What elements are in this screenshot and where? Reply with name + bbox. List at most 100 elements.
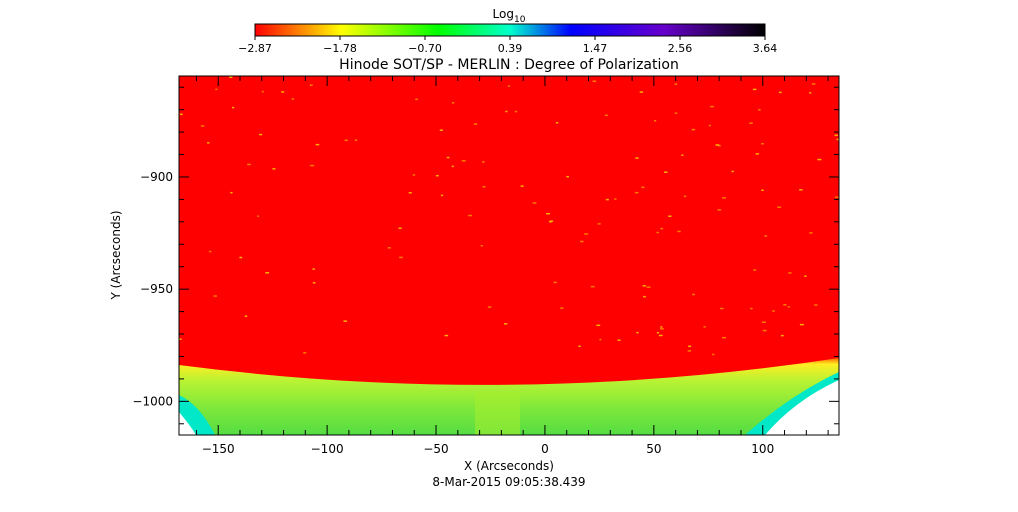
speckle [614,198,617,200]
x-tick-label: 0 [541,442,549,456]
speckle [315,143,320,146]
colorbar-ticks: −2.87 −1.78 −0.70 0.39 1.47 2.56 3.64 [238,36,777,55]
speckle [580,240,584,243]
speckle [208,250,212,253]
speckle [435,174,439,177]
speckle [654,120,657,122]
speckle [239,256,243,259]
speckle [505,110,508,113]
speckle [683,195,687,198]
speckle [605,198,609,201]
speckle [231,106,235,109]
speckle [592,80,597,83]
colorbar-tick-label: −1.78 [323,42,357,55]
speckle [646,286,651,288]
speckle [482,186,486,188]
speckle [312,268,315,270]
speckle [642,285,646,287]
speckle [597,223,601,225]
speckle [722,336,726,339]
speckle [247,163,251,166]
speckle [799,189,803,191]
speckle [752,88,757,91]
speckle [660,328,664,330]
speckle [703,326,706,328]
speckle [546,212,551,215]
speckle [482,161,485,163]
speckle [200,125,205,127]
speckle [503,323,508,325]
speckle [660,227,664,230]
speckle [520,185,524,187]
speckle [312,282,316,284]
speckle [750,307,753,310]
speckle [717,209,722,211]
speckle [764,235,768,237]
speckle [343,320,348,322]
speckle [560,307,564,309]
speckle [281,91,285,93]
speckle [555,122,559,124]
speckle [309,84,313,86]
colorbar-tick-label: 3.64 [753,42,778,55]
speckle [692,293,695,296]
speckle [532,202,537,204]
speckle [712,353,715,356]
heatmap-slit-gap [475,392,520,435]
speckle [749,122,753,124]
speckle [809,232,813,234]
y-tick-label: −1000 [132,394,173,408]
heatmap-corner-left-offlimb [179,412,196,435]
speckle [439,129,443,131]
speckle [836,138,839,141]
speckle [398,227,402,230]
speckle [809,92,812,94]
speckle [387,247,391,249]
speckle [783,304,787,306]
speckle [265,272,270,274]
speckle [461,160,466,162]
speckle [303,352,307,354]
plot-frame [178,75,840,436]
speckle [444,334,449,337]
colorbar-tick-label: −2.87 [238,42,272,55]
speckle [677,230,681,233]
speckle [658,334,663,337]
speckle [230,191,233,194]
speckle [656,331,659,334]
speckle [674,83,678,85]
heatmap-corner-right-offlimb [765,380,839,435]
speckle [549,220,554,222]
speckle [480,244,483,247]
speckle [291,98,295,100]
speckle [811,83,816,85]
speckle [634,191,639,194]
colorbar-tick-label: 1.47 [583,42,608,55]
speckle [596,324,601,327]
speckle [213,295,217,297]
speckle [835,196,839,198]
speckle [473,123,478,125]
speckle [272,168,276,170]
speckle [834,134,838,137]
speckle [762,329,767,332]
speckle [804,275,807,277]
speckle [215,88,218,91]
speckle [590,285,595,288]
speckle [681,154,684,156]
speckle [584,233,589,235]
speckle [440,194,444,197]
speckle [310,164,315,167]
speckle [715,144,720,146]
speckle [566,175,569,178]
colorbar-label: Log10 [493,7,526,25]
speckle [257,215,260,217]
speckle [710,105,714,108]
speckle [261,90,264,93]
speckle [446,156,450,159]
speckle [664,171,668,173]
x-tick-label: 100 [751,442,774,456]
x-tick-label: −150 [202,442,235,456]
speckle [641,186,645,189]
